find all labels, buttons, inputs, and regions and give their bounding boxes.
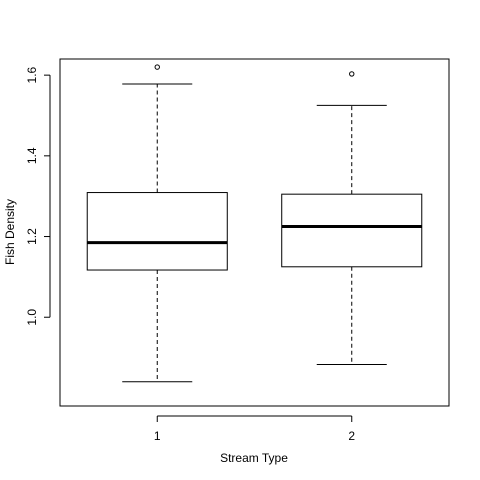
iqr-box — [86, 192, 228, 271]
y-tick-label: 1.6 — [25, 66, 39, 83]
y-tick-label: 1.2 — [25, 228, 39, 245]
x-axis-label: Stream Type — [220, 451, 288, 465]
y-axis: 1.0 1.2 1.4 1.6 — [25, 66, 51, 326]
box-group-1 — [86, 64, 228, 383]
box-group-2 — [281, 71, 423, 365]
outlier-point — [349, 71, 355, 77]
plot-frame — [59, 58, 450, 407]
x-tick-label: 1 — [154, 429, 161, 443]
y-tick-label: 1.0 — [25, 309, 39, 326]
y-tick-label: 1.4 — [25, 147, 39, 164]
y-axis-label: Fish Density — [3, 199, 17, 265]
iqr-box — [281, 193, 423, 268]
boxes-layer — [86, 64, 423, 383]
x-tick-label: 2 — [348, 429, 355, 443]
outlier-point — [154, 64, 160, 70]
